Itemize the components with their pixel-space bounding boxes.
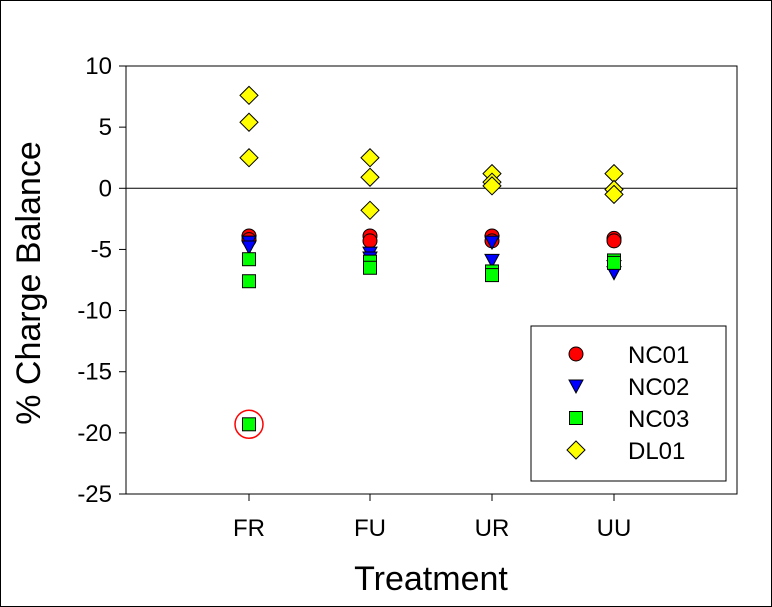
- data-point-nc03: [363, 260, 377, 275]
- legend-box: [530, 325, 727, 482]
- legend-label-dl01: DL01: [628, 438, 685, 465]
- data-points: [234, 85, 624, 440]
- data-point-nc03: [242, 417, 256, 432]
- y-tick-label: 0: [99, 175, 112, 202]
- data-point-nc03: [242, 274, 256, 289]
- legend-label-nc01: NC01: [628, 342, 689, 369]
- y-tick-label: -5: [91, 236, 112, 263]
- data-point-nc01: [606, 233, 622, 249]
- axes: 10 5 0 -5 -10 -15 -20 -25 FR FU UR UU: [77, 53, 738, 542]
- legend-label-nc02: NC02: [628, 374, 689, 401]
- data-point-dl01: [360, 200, 380, 221]
- legend-label-nc03: NC03: [628, 406, 689, 433]
- data-point-nc02: [484, 235, 500, 251]
- data-point-dl01: [239, 112, 259, 132]
- y-tick-label: 10: [85, 53, 112, 80]
- data-point-dl01: [239, 148, 259, 168]
- y-axis-title: % Charge Balance: [10, 141, 48, 425]
- y-tick-label: -15: [77, 359, 112, 386]
- x-tick-label: FR: [233, 515, 265, 542]
- x-axis-title: Treatment: [354, 560, 508, 598]
- y-tick-label: -10: [77, 298, 112, 325]
- x-tick-label: UR: [475, 515, 510, 542]
- y-tick-label: -25: [77, 481, 112, 508]
- data-point-nc03: [485, 268, 499, 283]
- legend-marker-dl01: [566, 440, 586, 460]
- outlier-highlight-circle: [234, 409, 264, 440]
- data-point-dl01: [360, 148, 380, 168]
- data-point-nc02: [241, 240, 257, 256]
- data-point-dl01: [604, 184, 624, 205]
- data-point-dl01: [482, 176, 502, 196]
- data-point-nc01: [362, 233, 378, 249]
- data-point-nc03: [242, 252, 256, 267]
- x-tick-label: UU: [597, 515, 632, 542]
- data-point-nc03: [607, 255, 621, 270]
- legend-marker-nc03: [569, 411, 583, 425]
- legend-marker-nc02: [568, 379, 584, 395]
- data-point-dl01: [239, 85, 259, 106]
- legend-marker-nc01: [568, 346, 584, 362]
- legend: NC01 NC02 NC03 DL01: [530, 325, 727, 482]
- data-point-nc02: [484, 253, 500, 269]
- y-tick-label: -20: [77, 420, 112, 447]
- x-tick-label: FU: [354, 515, 386, 542]
- y-tick-label: 5: [99, 114, 112, 141]
- data-point-dl01: [360, 167, 380, 187]
- plot-area: [125, 65, 738, 495]
